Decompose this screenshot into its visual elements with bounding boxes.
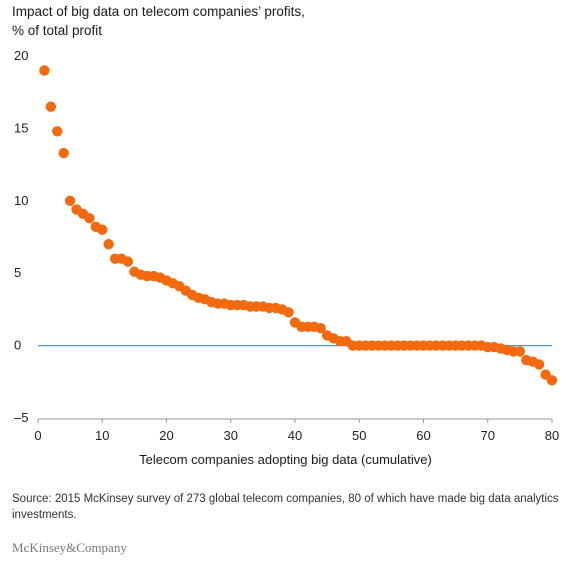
y-tick-label: –5 bbox=[14, 410, 28, 425]
data-point bbox=[58, 147, 69, 159]
data-point bbox=[315, 323, 326, 334]
x-tick-label: 50 bbox=[352, 428, 366, 443]
x-tick-label: 30 bbox=[224, 428, 238, 443]
data-point bbox=[84, 212, 95, 224]
chart-title-line2: % of total profit bbox=[12, 23, 103, 38]
x-axis-label: Telecom companies adopting big data (cum… bbox=[0, 452, 571, 467]
x-axis-label-sub: (cumulative) bbox=[361, 452, 432, 467]
chart-title: Impact of big data on telecom companies’… bbox=[12, 2, 305, 40]
y-tick-label: 5 bbox=[14, 265, 21, 280]
data-point bbox=[39, 65, 50, 76]
x-tick-label: 40 bbox=[288, 428, 302, 443]
x-tick-label: 0 bbox=[34, 428, 41, 443]
data-point bbox=[103, 239, 114, 250]
data-point bbox=[97, 224, 108, 235]
data-point bbox=[546, 375, 558, 386]
data-point bbox=[533, 359, 545, 370]
data-point bbox=[283, 307, 294, 318]
y-tick-label: 10 bbox=[14, 193, 28, 208]
data-point bbox=[64, 195, 76, 206]
scatter-chart: 0 10 20 30 40 50 60 70 80 –5 0 5 10 15 20 bbox=[14, 48, 559, 443]
chart-title-line1: Impact of big data on telecom companies’… bbox=[12, 4, 305, 19]
y-tick-label: 15 bbox=[14, 120, 28, 135]
x-tick-label: 80 bbox=[545, 428, 559, 443]
x-tick-label: 60 bbox=[416, 428, 430, 443]
data-point bbox=[514, 346, 526, 357]
x-axis-label-main: Telecom companies adopting big data bbox=[139, 452, 358, 467]
y-tick-label: 0 bbox=[14, 338, 21, 353]
x-tick-label: 10 bbox=[95, 428, 109, 443]
data-point bbox=[52, 126, 63, 137]
x-tick-label: 20 bbox=[159, 428, 173, 443]
data-point bbox=[122, 256, 134, 267]
x-tick-label: 70 bbox=[481, 428, 495, 443]
mckinsey-logo: McKinsey&Company bbox=[12, 540, 127, 555]
source-note: Source: 2015 McKinsey survey of 273 glob… bbox=[12, 493, 559, 521]
data-point bbox=[45, 101, 57, 112]
y-tick-label: 20 bbox=[14, 48, 28, 63]
